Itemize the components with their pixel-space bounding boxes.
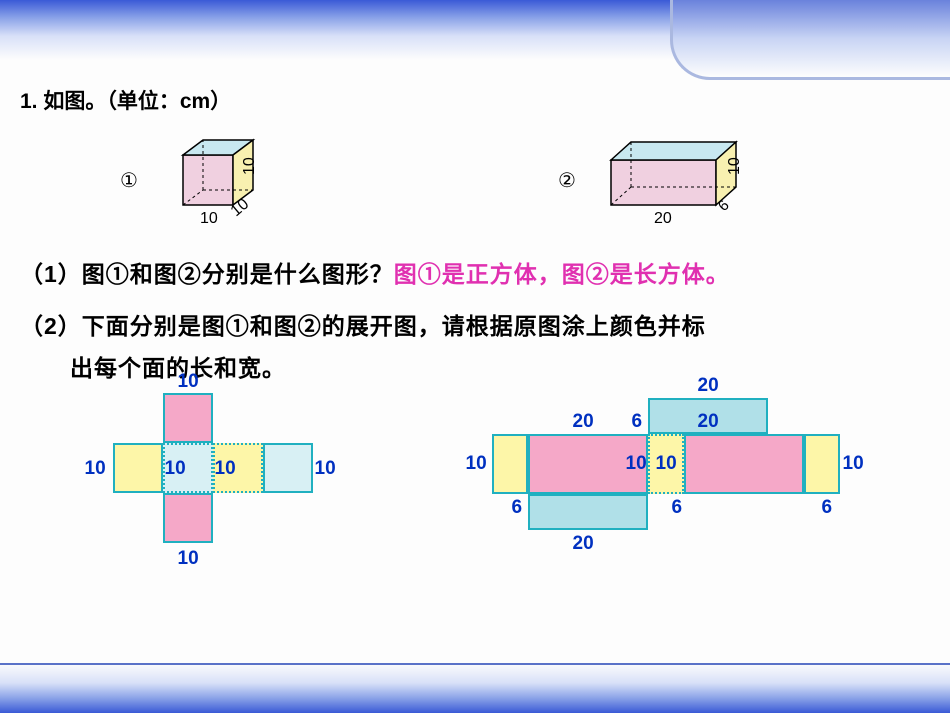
net2-face-bottom xyxy=(528,494,648,530)
question-1: （1）图①和图②分别是什么图形？图①是正方体，图②是长方体。 xyxy=(20,255,930,289)
cube-w-label: 10 xyxy=(200,210,218,227)
net2-l-tr: 20 xyxy=(698,375,719,397)
net1-face-right2 xyxy=(263,443,313,493)
cuboid-d-label: 6 xyxy=(715,197,733,215)
net1-face-top xyxy=(163,393,213,443)
cuboid-w-label: 20 xyxy=(654,210,672,227)
net2-l-bot: 20 xyxy=(573,533,594,555)
net2-l-l10: 10 xyxy=(466,453,487,475)
net1-label-top: 10 xyxy=(178,371,199,393)
net2-l-m10b: 10 xyxy=(656,453,677,475)
net1-face-left xyxy=(113,443,163,493)
net-cuboid: 20 20 6 20 10 10 10 10 6 6 6 20 xyxy=(478,393,858,593)
net2-face-front2 xyxy=(684,434,804,494)
figure-2-label: ② xyxy=(558,168,576,193)
net1-label-lo: 10 xyxy=(85,458,106,480)
net2-l-r4l: 6 xyxy=(512,497,523,519)
figure-1-label: ① xyxy=(120,168,138,193)
net2-l-r2m: 6 xyxy=(632,411,643,433)
net1-label-li: 10 xyxy=(165,458,186,480)
cube-h-label: 10 xyxy=(241,157,258,175)
net2-l-r4r: 6 xyxy=(822,497,833,519)
q1-prompt: （1）图①和图②分别是什么图形？ xyxy=(20,261,394,287)
net2-l-m10a: 10 xyxy=(626,453,647,475)
net2-l-r4m: 6 xyxy=(672,497,683,519)
net2-l-r2r: 20 xyxy=(698,411,719,433)
figures-row: ① 10 10 10 ② 20 xyxy=(20,125,930,235)
cube-icon: 10 10 10 xyxy=(158,125,278,235)
net1-label-ri: 10 xyxy=(215,458,236,480)
frame-bottom xyxy=(0,663,950,713)
q2-line1: （2）下面分别是图①和图②的展开图，请根据原图涂上颜色并标 xyxy=(20,307,930,341)
cuboid-h-label: 10 xyxy=(726,157,743,175)
q2-line2: 出每个面的长和宽。 xyxy=(20,349,930,383)
cuboid-icon: 20 6 10 xyxy=(596,130,776,230)
content-area: 1. 如图。（单位：cm） ① 10 10 10 ② xyxy=(20,85,930,613)
frame-corner xyxy=(670,0,950,80)
net2-face-side3 xyxy=(804,434,840,494)
net-cube: 10 10 10 10 10 10 xyxy=(93,393,333,613)
net1-label-bot: 10 xyxy=(178,548,199,570)
problem-title: 1. 如图。（单位：cm） xyxy=(20,85,930,115)
nets-row: 10 10 10 10 10 10 20 20 6 20 10 10 10 10… xyxy=(20,393,930,613)
figure-1-group: ① 10 10 10 xyxy=(120,125,278,235)
net2-face-side1 xyxy=(492,434,528,494)
figure-2-group: ② 20 6 10 xyxy=(558,130,776,230)
net1-face-bottom xyxy=(163,493,213,543)
net2-l-r2l: 20 xyxy=(573,411,594,433)
net2-l-r10: 10 xyxy=(843,453,864,475)
net1-label-ro: 10 xyxy=(315,458,336,480)
q1-answer: 图①是正方体，图②是长方体。 xyxy=(394,261,730,287)
